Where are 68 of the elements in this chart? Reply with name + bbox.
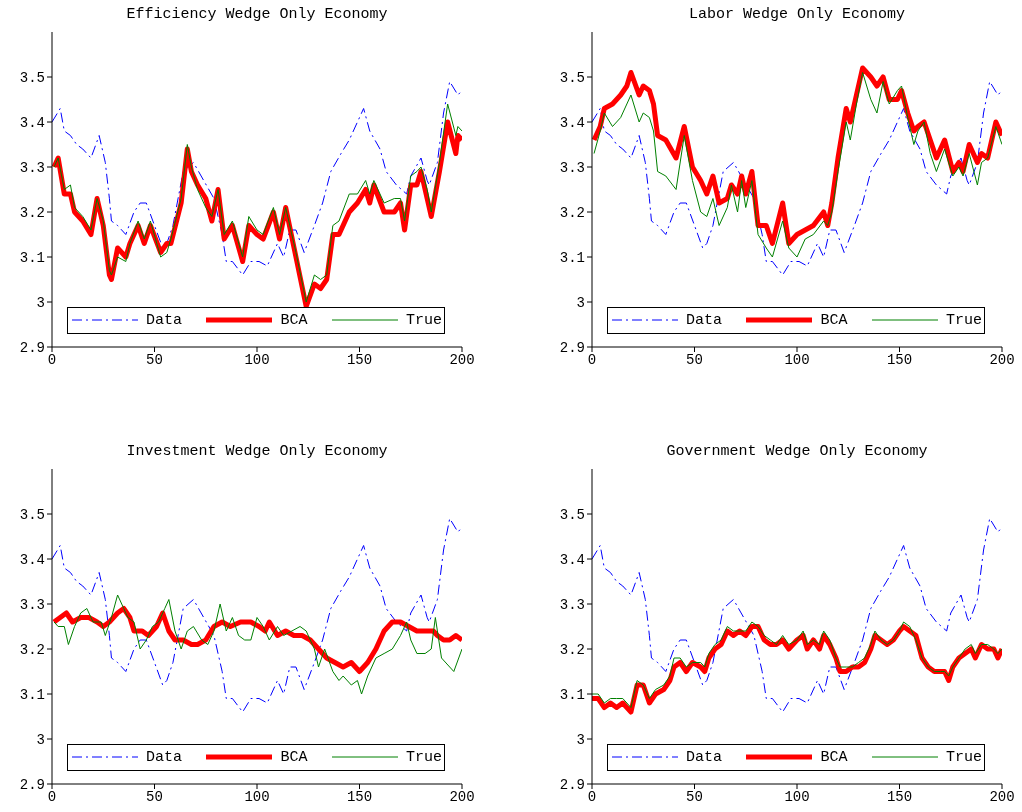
x-tick-label: 50 xyxy=(146,351,163,368)
legend-label: BCA xyxy=(279,749,308,766)
legend-label: BCA xyxy=(819,749,848,766)
line-series xyxy=(592,518,1002,713)
legend-label: BCA xyxy=(819,312,848,329)
x-tick-label: 0 xyxy=(47,788,57,805)
y-tick-label: 3.1 xyxy=(19,249,45,266)
x-tick-label: 150 xyxy=(346,788,373,805)
legend-label: True xyxy=(404,749,442,766)
chart-title: Government Wedge Only Economy xyxy=(665,443,929,460)
x-tick-label: 200 xyxy=(989,351,1015,368)
x-tick-label: 100 xyxy=(244,351,270,368)
chart-title: Labor Wedge Only Economy xyxy=(687,6,906,23)
x-tick-label: 0 xyxy=(587,788,597,805)
y-tick-label: 3 xyxy=(576,731,585,748)
y-tick-label: 3.2 xyxy=(559,641,585,658)
x-tick-label: 100 xyxy=(244,788,270,805)
x-tick-label: 0 xyxy=(587,351,597,368)
x-tick-label: 200 xyxy=(449,351,475,368)
x-tick-label: 100 xyxy=(784,351,810,368)
line-series xyxy=(52,81,462,276)
y-tick-label: 3.3 xyxy=(19,596,45,613)
x-tick-label: 150 xyxy=(346,351,373,368)
y-tick-label: 3.2 xyxy=(559,204,585,221)
legend-label: Data xyxy=(145,312,183,329)
x-tick-label: 200 xyxy=(449,788,475,805)
x-tick-label: 200 xyxy=(989,788,1015,805)
x-tick-label: 50 xyxy=(146,788,163,805)
y-tick-label: 3.5 xyxy=(19,69,45,86)
chart-title: Efficiency Wedge Only Economy xyxy=(125,6,389,23)
y-tick-label: 3.3 xyxy=(19,159,45,176)
y-tick-label: 3 xyxy=(36,731,45,748)
legend-label: Data xyxy=(685,749,723,766)
y-tick-label: 3.5 xyxy=(559,69,585,86)
x-tick-label: 100 xyxy=(784,788,810,805)
y-tick-label: 2.9 xyxy=(559,776,585,793)
x-tick-label: 150 xyxy=(886,351,913,368)
x-tick-label: 50 xyxy=(686,788,703,805)
legend-label: Data xyxy=(685,312,723,329)
y-tick-label: 3.4 xyxy=(559,551,585,568)
y-tick-label: 3 xyxy=(36,294,45,311)
y-tick-label: 3.1 xyxy=(19,686,45,703)
y-tick-label: 3.3 xyxy=(559,596,585,613)
y-tick-label: 3.2 xyxy=(19,641,45,658)
y-tick-label: 3.4 xyxy=(19,551,45,568)
y-tick-label: 2.9 xyxy=(19,776,45,793)
y-tick-label: 3.5 xyxy=(559,506,585,523)
y-tick-label: 3.5 xyxy=(19,506,45,523)
y-tick-label: 3.2 xyxy=(19,204,45,221)
y-tick-label: 3 xyxy=(576,294,585,311)
y-tick-label: 3.4 xyxy=(559,114,585,131)
legend-label: BCA xyxy=(279,312,308,329)
legend-label: Data xyxy=(145,749,183,766)
line-series xyxy=(52,518,462,713)
x-tick-label: 50 xyxy=(686,351,703,368)
legend-label: True xyxy=(944,749,982,766)
y-tick-label: 3.3 xyxy=(559,159,585,176)
chart-title: Investment Wedge Only Economy xyxy=(125,443,389,460)
x-tick-label: 0 xyxy=(47,351,57,368)
y-tick-label: 3.1 xyxy=(559,686,585,703)
line-series xyxy=(53,594,462,695)
x-tick-label: 150 xyxy=(886,788,913,805)
y-tick-label: 3.1 xyxy=(559,249,585,266)
y-tick-label: 2.9 xyxy=(559,339,585,356)
y-tick-label: 3.4 xyxy=(19,114,45,131)
legend-label: True xyxy=(404,312,442,329)
y-tick-label: 2.9 xyxy=(19,339,45,356)
legend-label: True xyxy=(944,312,982,329)
